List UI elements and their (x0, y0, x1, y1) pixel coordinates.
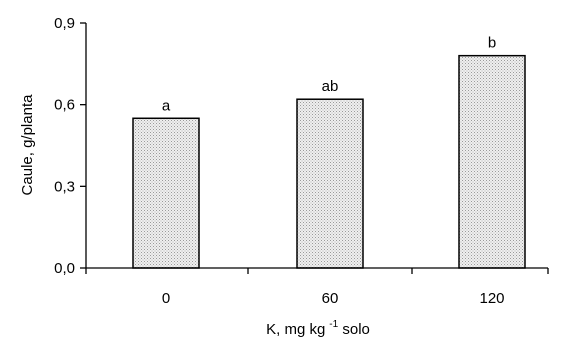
x-axis-title-superscript: -1 (329, 319, 338, 330)
y-tick-label: 0,9 (54, 15, 75, 32)
plot-area: a ab b 0,0 0,3 0,6 0,9 0 60 120 (54, 15, 549, 307)
bar-0 (132, 117, 200, 269)
x-axis-title-tail: solo (338, 321, 370, 338)
bar-label-120: b (488, 35, 496, 52)
x-tick-label-60: 60 (322, 290, 339, 307)
bar-120 (458, 54, 526, 269)
y-tick-label: 0,3 (54, 178, 75, 195)
x-tick-label-0: 0 (162, 290, 170, 307)
y-axis-title: Caule, g/planta (19, 94, 36, 196)
x-tick-label-120: 120 (479, 290, 504, 307)
x-axis-title-main: K, mg kg (266, 321, 325, 338)
bar-label-0: a (162, 97, 171, 114)
y-tick-label: 0,6 (54, 97, 75, 114)
bar-60 (296, 98, 364, 269)
y-tick-label: 0,0 (54, 260, 75, 277)
x-axis-title: K, mg kg -1 solo (266, 319, 370, 338)
bar-label-60: ab (322, 78, 339, 95)
